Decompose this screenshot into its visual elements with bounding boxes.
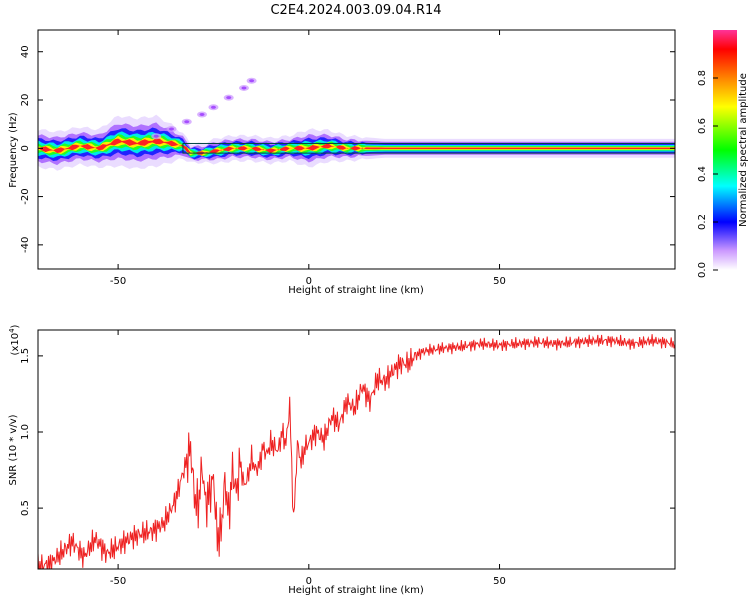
spectrogram-branch-core xyxy=(184,120,190,124)
spectrogram-branch-core xyxy=(241,86,247,90)
spectrogram-ytick-label: 20 xyxy=(20,94,31,107)
spectrogram-xtick-label: -50 xyxy=(110,276,126,287)
snr-ytick-label: 1.0 xyxy=(20,424,31,440)
snr-scale-prefix: (x10 xyxy=(10,333,21,356)
spectrogram-ytick-label: -20 xyxy=(20,188,31,204)
spectrogram-xtick-label: 50 xyxy=(493,276,506,287)
snr-frame xyxy=(37,329,676,570)
snr-xtick-label: 0 xyxy=(306,576,312,587)
spectrogram-ytick-label: -40 xyxy=(20,237,31,253)
spectrogram-band xyxy=(38,135,675,156)
spectrogram-branch-core xyxy=(249,79,255,83)
snr-ytick-label: 0.5 xyxy=(20,500,31,516)
spectrogram-xtick-label: 0 xyxy=(306,276,312,287)
snr-y-axis-label: SNR (10 * v/v) xyxy=(8,414,19,485)
spectrogram-heatmap xyxy=(38,77,675,171)
colorbar-tick-label: 0.6 xyxy=(697,118,708,134)
snr-xtick-label: 50 xyxy=(493,576,506,587)
colorbar-gradient xyxy=(713,30,737,270)
snr-scale-exponent: 4 xyxy=(8,328,16,333)
spectrogram-band-outline xyxy=(182,142,675,154)
spectrogram-x-axis-label: Height of straight line (km) xyxy=(288,285,424,296)
spectrogram-frame xyxy=(37,29,676,270)
spectrogram-branch-core xyxy=(226,96,232,100)
snr-scale-suffix: ) xyxy=(10,324,21,328)
snr-series-line xyxy=(38,334,675,569)
colorbar-tick-label: 0.2 xyxy=(697,214,708,230)
colorbar-tick-label: 0.8 xyxy=(697,70,708,86)
snr-scale-label: (x104) xyxy=(8,324,21,355)
colorbar-label: Normalized spectral amplitude xyxy=(738,73,749,227)
spectrogram-branch-core xyxy=(210,105,216,109)
spectrogram-panel: -50 0 50 -40 -20 0 20 40 Height of straight lin… xyxy=(8,29,676,296)
snr-ticks: -50 0 50 0.5 1.0 1.5 xyxy=(20,330,675,587)
spectrogram-branch-core xyxy=(199,112,205,116)
spectrogram-y-axis-label: Frequency (Hz) xyxy=(8,112,19,188)
spectrogram-ytick-label: 40 xyxy=(20,45,31,58)
snr-panel: -50 0 50 0.5 1.0 1.5 (x104) SNR (10 * v/v) He… xyxy=(8,324,676,596)
snr-xtick-label: -50 xyxy=(110,576,126,587)
colorbar-ticks: 0.0 0.2 0.4 0.6 0.8 xyxy=(697,70,718,278)
snr-x-axis-label: Height of straight line (km) xyxy=(288,585,424,596)
spectrogram-branch-core xyxy=(153,134,159,138)
figure-title: C2E4.2024.003.09.04.R14 xyxy=(270,3,441,18)
spectrogram-band xyxy=(38,131,675,158)
spectrogram-branch-core xyxy=(169,127,175,131)
colorbar-tick-label: 0.0 xyxy=(697,262,708,278)
spectrogram-ytick-label: 0 xyxy=(20,145,31,151)
colorbar: 0.0 0.2 0.4 0.6 0.8 Normalized spectral ampl… xyxy=(697,30,749,278)
spectrogram-ticks: -50 0 50 -40 -20 0 20 40 xyxy=(20,30,675,287)
snr-ytick-label: 1.5 xyxy=(20,348,31,364)
colorbar-tick-label: 0.4 xyxy=(697,166,708,182)
spectrogram-band xyxy=(38,134,675,157)
